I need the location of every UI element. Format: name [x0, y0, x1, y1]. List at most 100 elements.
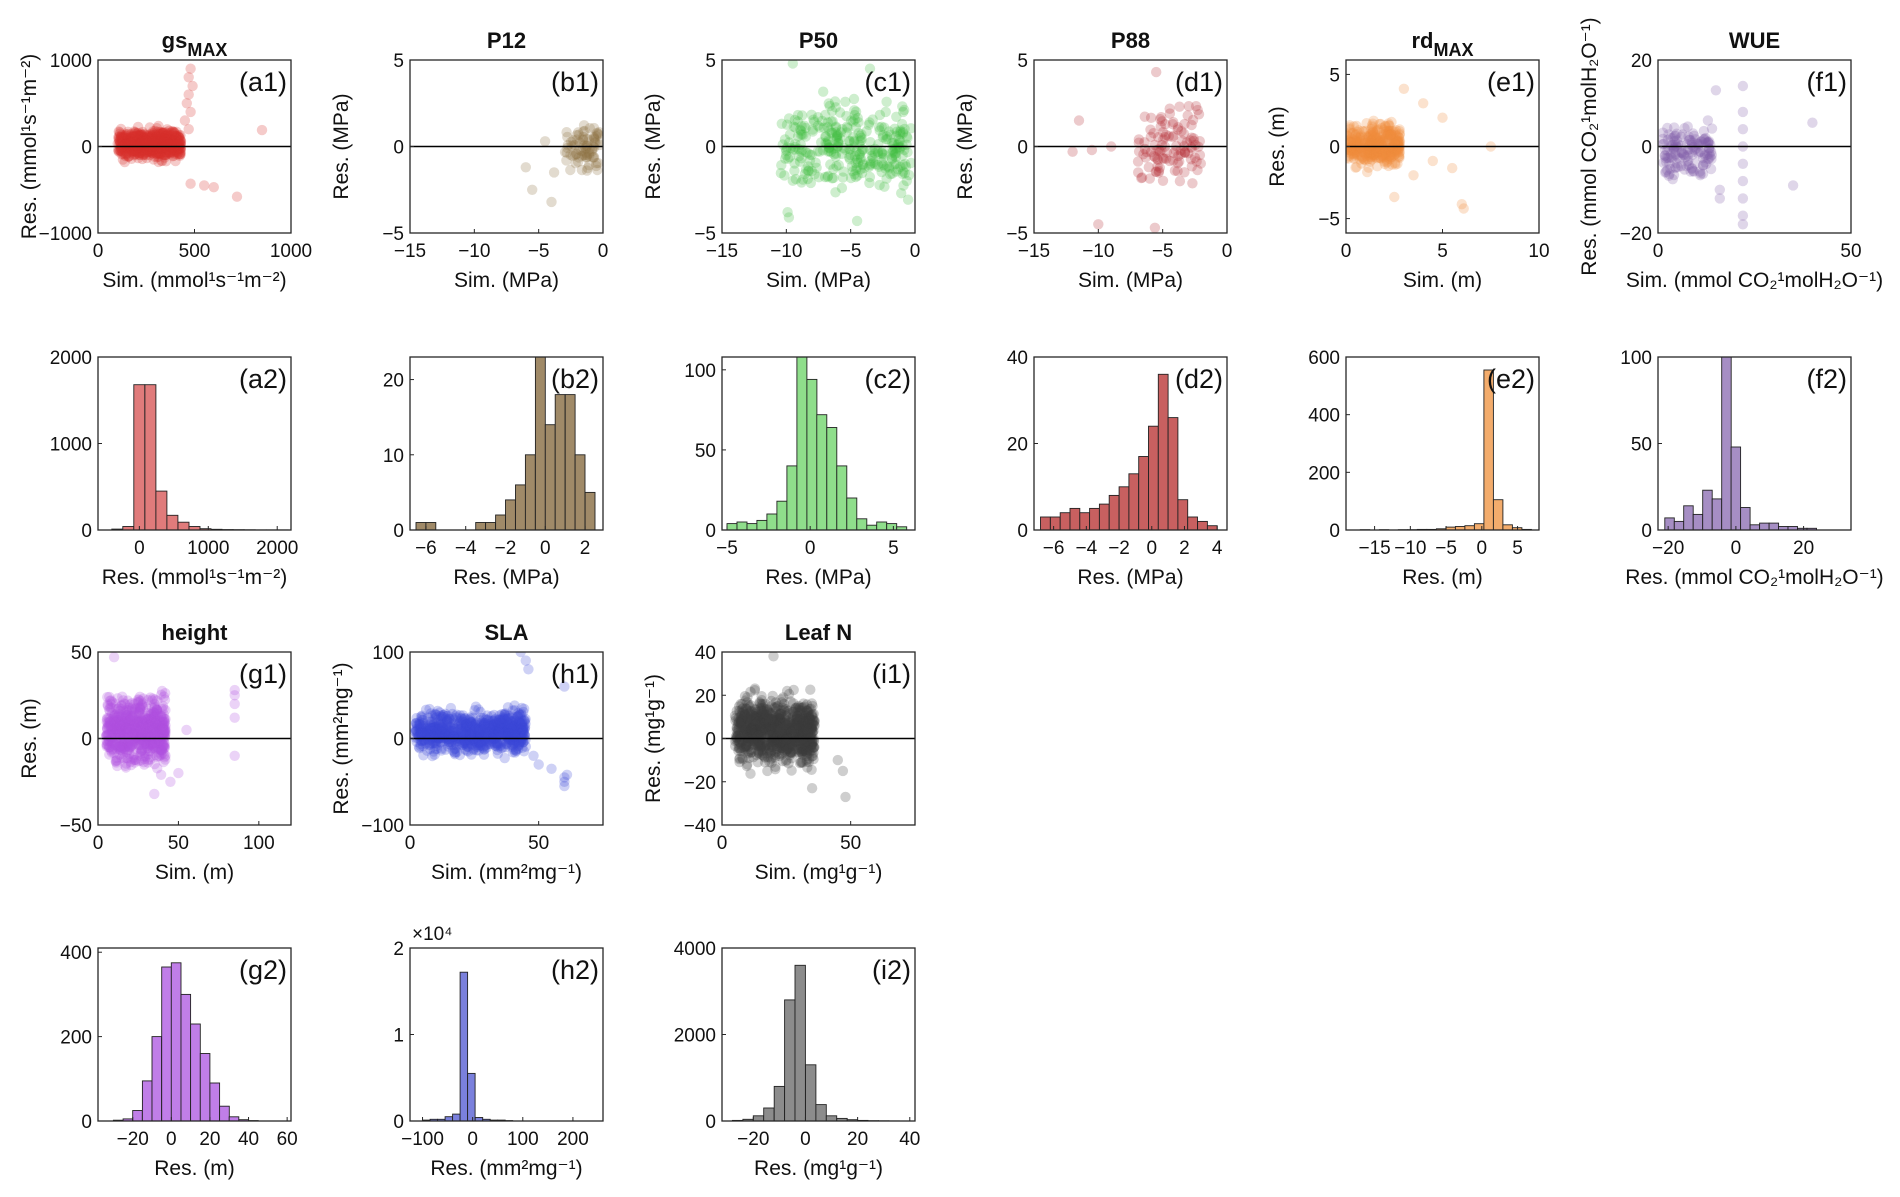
data-point — [572, 127, 584, 138]
data-point — [143, 710, 155, 722]
data-point — [128, 710, 139, 722]
data-point — [139, 128, 150, 140]
data-point — [464, 734, 475, 745]
data-point — [799, 740, 811, 751]
data-point — [433, 718, 445, 729]
data-point — [153, 135, 164, 147]
data-point — [794, 714, 805, 725]
data-point — [134, 729, 145, 741]
data-point — [500, 725, 511, 737]
data-point — [493, 720, 504, 732]
data-point — [748, 717, 759, 729]
data-point — [424, 716, 436, 727]
y-tick-label: 2000 — [50, 348, 92, 369]
data-point — [736, 742, 747, 753]
data-point — [775, 712, 786, 723]
data-point — [754, 727, 766, 738]
data-point — [752, 723, 763, 734]
data-point — [897, 168, 908, 179]
data-point — [156, 717, 167, 728]
data-point — [823, 135, 834, 146]
data-point — [459, 713, 470, 724]
data-point — [581, 133, 592, 145]
data-point — [231, 191, 243, 202]
data-point — [771, 701, 783, 712]
data-point — [432, 714, 443, 725]
data-point — [435, 713, 446, 724]
data-point — [808, 747, 819, 758]
data-point — [1381, 151, 1392, 162]
data-point — [791, 720, 802, 731]
data-point — [149, 708, 160, 719]
data-point — [850, 122, 861, 133]
data-point — [444, 721, 456, 732]
histogram-bar — [574, 454, 586, 530]
data-point — [503, 723, 515, 734]
data-point — [421, 723, 432, 734]
data-point — [139, 753, 150, 765]
histogram-bar — [846, 497, 858, 530]
data-point — [800, 724, 811, 735]
data-point — [751, 737, 763, 748]
data-point — [765, 722, 776, 733]
data-point — [736, 718, 747, 729]
data-point — [493, 725, 505, 736]
data-point — [119, 741, 131, 753]
data-point — [155, 722, 166, 734]
data-point — [133, 149, 145, 160]
data-point — [1702, 115, 1714, 126]
data-point — [114, 135, 126, 147]
data-point — [796, 726, 807, 737]
data-point — [118, 131, 129, 142]
data-point — [103, 729, 114, 741]
data-point — [744, 720, 755, 732]
data-point — [187, 80, 198, 92]
data-point — [454, 710, 466, 721]
data-point — [1697, 160, 1709, 171]
data-point — [473, 727, 484, 738]
data-point — [122, 739, 133, 750]
data-point — [130, 715, 141, 727]
data-point — [794, 757, 806, 769]
data-point — [431, 711, 442, 723]
data-point — [812, 120, 824, 131]
data-point — [776, 749, 788, 760]
data-point — [741, 722, 752, 733]
data-point — [158, 713, 170, 724]
data-point — [160, 725, 171, 736]
data-point — [494, 717, 505, 729]
data-point — [1185, 135, 1196, 146]
data-point — [750, 704, 761, 715]
data-point — [782, 709, 793, 720]
data-point — [117, 739, 129, 750]
data-point — [466, 711, 477, 722]
histogram-bar — [763, 1107, 775, 1121]
x-tick-label: 0 — [166, 1129, 177, 1150]
data-point — [412, 728, 423, 739]
data-point — [147, 140, 158, 151]
data-point — [151, 143, 163, 154]
data-point — [168, 135, 179, 146]
data-point — [808, 725, 819, 737]
data-point — [168, 127, 179, 138]
data-point — [518, 706, 529, 718]
y-tick-label: 400 — [60, 943, 92, 964]
data-point — [461, 738, 472, 749]
data-point — [144, 149, 155, 161]
data-point — [438, 717, 449, 728]
data-point — [1408, 170, 1419, 181]
data-point — [735, 718, 747, 729]
y-tick-label: 0 — [81, 138, 92, 159]
data-point — [127, 137, 139, 148]
data-point — [1369, 127, 1381, 139]
data-point — [456, 726, 467, 737]
data-point — [140, 138, 151, 149]
data-point — [864, 160, 876, 171]
data-point — [777, 702, 788, 713]
panel-label: (h1) — [551, 659, 599, 689]
data-point — [739, 709, 751, 721]
data-point — [461, 719, 472, 730]
data-point — [745, 768, 756, 779]
data-point — [1390, 129, 1401, 141]
data-point — [1346, 137, 1357, 149]
